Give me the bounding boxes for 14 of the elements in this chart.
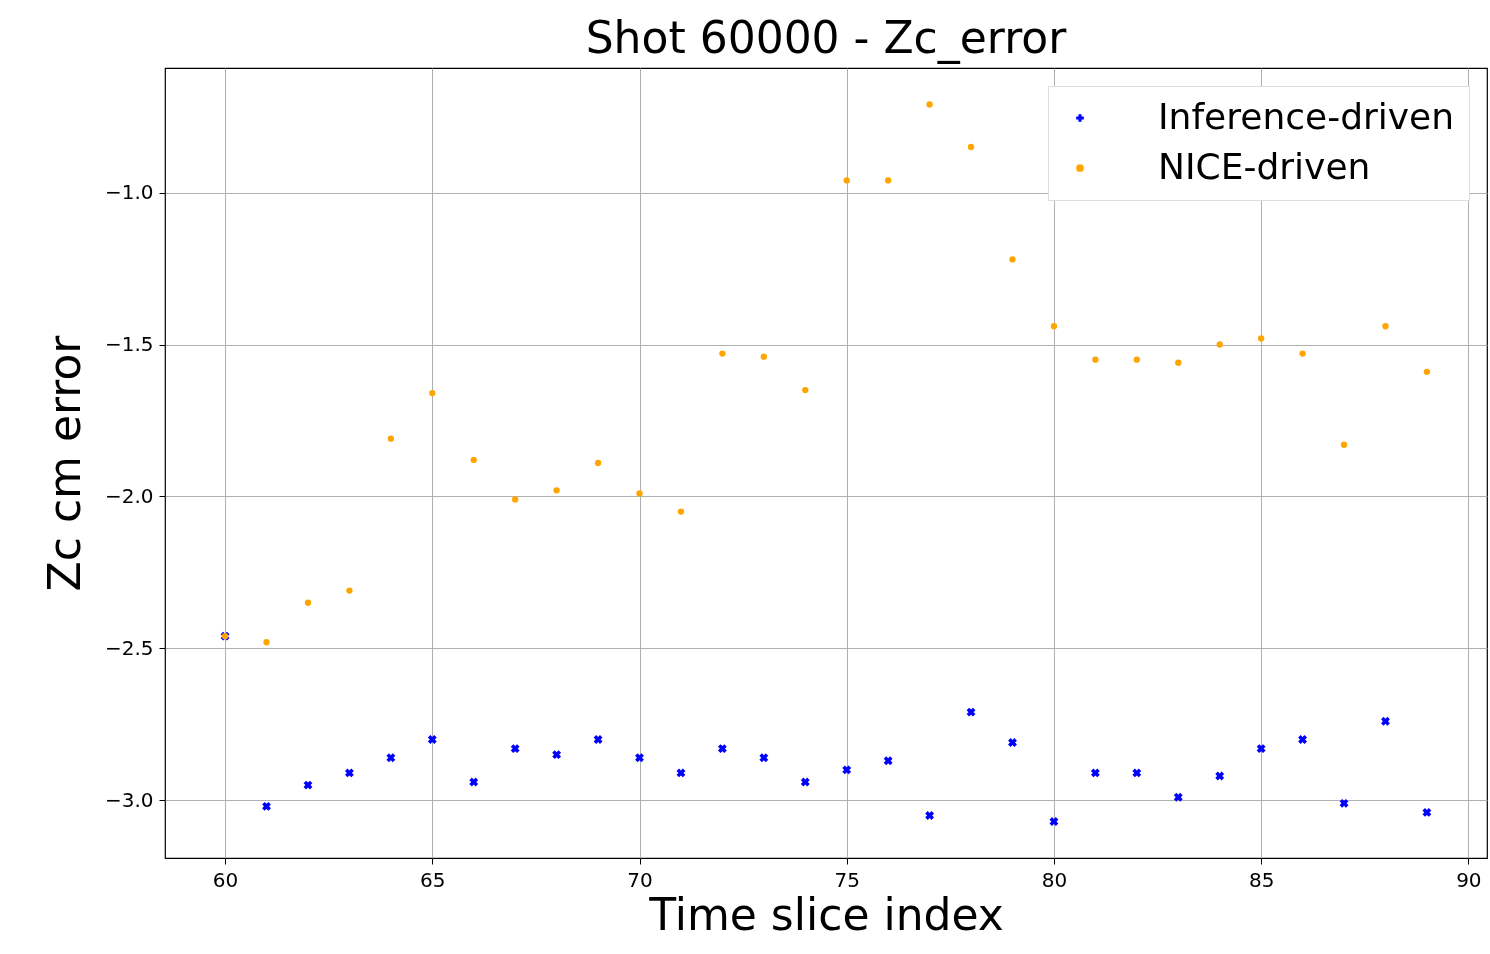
x-tick-label: 90 bbox=[1456, 867, 1482, 892]
y-tick-label: −1.0 bbox=[104, 180, 154, 205]
legend-label: Inference-driven bbox=[1158, 96, 1455, 137]
y-tick-label: −2.5 bbox=[104, 635, 154, 660]
y-tick-label: −1.5 bbox=[104, 332, 154, 356]
y-tick-label: −3.0 bbox=[104, 787, 154, 812]
y-axis-title: Zc cm error bbox=[38, 334, 90, 592]
legend-label: NICE-driven bbox=[1158, 146, 1371, 187]
x-tick-label: 80 bbox=[1041, 867, 1068, 892]
x-tick-label: 85 bbox=[1248, 867, 1275, 892]
x-tick-label: 65 bbox=[420, 867, 446, 892]
x-tick-label: 60 bbox=[212, 867, 239, 892]
chart-title: Shot 60000 - Zc_error bbox=[585, 12, 1068, 64]
y-tick-label: −2.0 bbox=[104, 483, 154, 508]
